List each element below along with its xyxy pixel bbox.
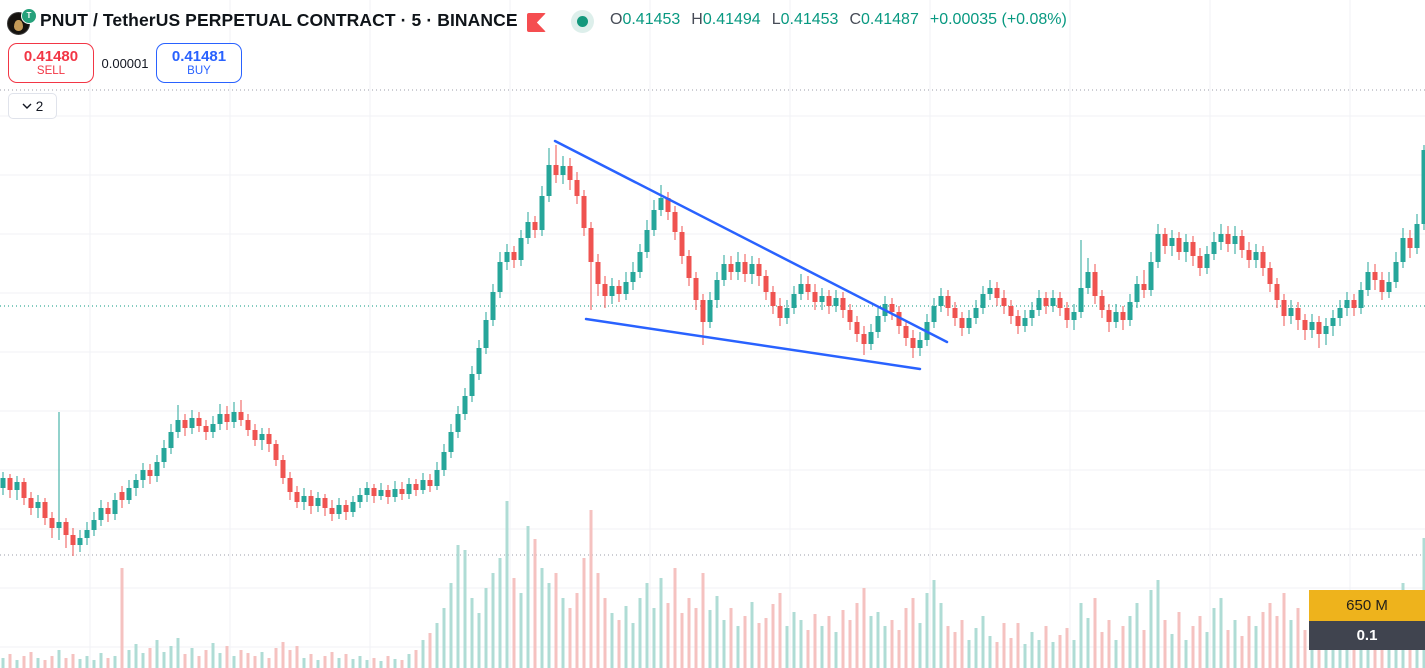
symbol-logo: T bbox=[7, 8, 37, 35]
low-value: 0.41453 bbox=[780, 11, 839, 28]
binance-flag-icon bbox=[527, 13, 546, 32]
sell-label: SELL bbox=[36, 65, 66, 78]
buy-button[interactable]: 0.41481 BUY bbox=[156, 43, 242, 83]
open-label: O bbox=[610, 11, 623, 28]
market-open-dot bbox=[577, 16, 588, 27]
high-value: 0.41494 bbox=[702, 11, 761, 28]
ohlc-readout: O0.41453 H0.41494 L0.41453 C0.41487 +0.0… bbox=[610, 0, 1067, 40]
spread-value: 0.00001 bbox=[94, 53, 156, 73]
close-label: C bbox=[849, 11, 862, 28]
low-label: L bbox=[771, 11, 781, 28]
buy-price: 0.41481 bbox=[171, 47, 227, 65]
close-value: 0.41487 bbox=[861, 11, 919, 28]
tether-coin-icon: T bbox=[21, 8, 37, 24]
chart-header: T PNUT / TetherUS PERPETUAL CONTRACT · 5… bbox=[0, 0, 1425, 40]
change-value: +0.00035 (+0.08%) bbox=[929, 11, 1067, 28]
layers-button[interactable]: 2 bbox=[8, 93, 57, 119]
price-scale-label: 0.1 bbox=[1309, 621, 1425, 650]
symbol-title[interactable]: PNUT / TetherUS PERPETUAL CONTRACT · 5 ·… bbox=[40, 9, 518, 30]
trade-widget: 0.41480 SELL 0.00001 0.41481 BUY bbox=[8, 43, 242, 83]
chevron-down-icon bbox=[22, 103, 32, 109]
volume-scale-label: 650 M bbox=[1309, 590, 1425, 621]
open-value: 0.41453 bbox=[622, 11, 681, 28]
buy-label: BUY bbox=[187, 65, 211, 78]
layers-count: 2 bbox=[35, 98, 44, 114]
high-label: H bbox=[691, 11, 703, 28]
market-status-icon[interactable] bbox=[571, 10, 594, 33]
peanut-glyph bbox=[14, 20, 23, 31]
sell-button[interactable]: 0.41480 SELL bbox=[8, 43, 94, 83]
sell-price: 0.41480 bbox=[23, 47, 79, 65]
